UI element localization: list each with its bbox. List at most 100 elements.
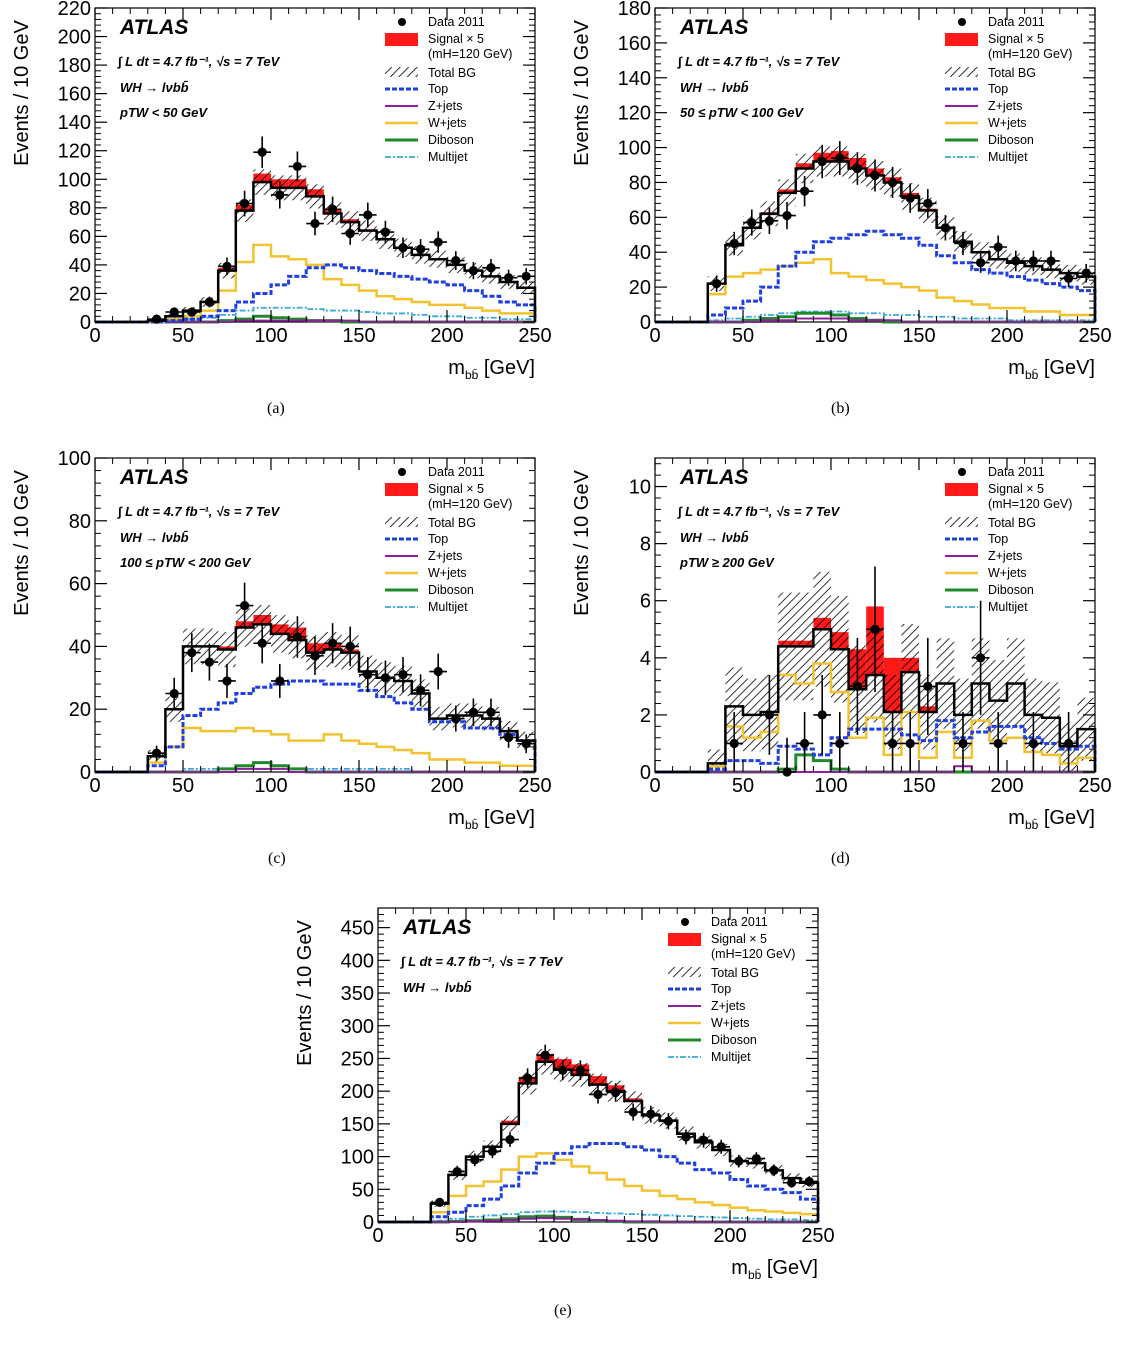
data-point (363, 210, 373, 220)
atlas-label: ATLAS (679, 466, 748, 489)
data-point (1081, 268, 1091, 278)
legend-label-zjets: Z+jets (428, 99, 462, 113)
data-point (611, 1087, 621, 1098)
channel-label: WH → lνbb̄ (680, 80, 749, 95)
legend-label-signal-mass: (mH=120 GeV) (711, 947, 795, 961)
data-point (1064, 738, 1074, 749)
data-point (487, 1146, 497, 1156)
data-point (593, 1089, 603, 1100)
data-point (505, 1134, 515, 1145)
caption-a: (a) (267, 400, 285, 417)
y-axis-title: Events / 10 GeV (571, 470, 593, 616)
data-point (751, 1153, 761, 1164)
y-tick-label: 80 (69, 198, 91, 220)
legend-label-multijet: Multijet (428, 150, 468, 164)
data-point (310, 651, 320, 661)
legend-label-data: Data 2011 (711, 915, 768, 929)
legend-label-signal: Signal × 5 (711, 932, 767, 946)
x-tick-label: 50 (732, 775, 754, 797)
top-line (95, 679, 537, 774)
plot-frame (654, 7, 1096, 323)
legend: Data 2011 Signal × 5(mH=120 GeV) Total BG T… (385, 465, 512, 614)
y-tick-label: 40 (629, 242, 651, 264)
data-point (222, 261, 232, 271)
chart-b: 0 50 100 150 200 250 0 20 40 60 80 100 120 140 160 180 E… (571, 0, 1112, 382)
data-point (310, 218, 320, 229)
channel-label: WH → lνbb̄ (403, 980, 472, 995)
x-tick-label: 0 (89, 775, 100, 797)
y-tick-label: 60 (69, 574, 91, 596)
data-point (923, 681, 933, 691)
data-point (888, 177, 898, 188)
legend-label-multijet: Multijet (988, 150, 1028, 164)
data-point (398, 670, 408, 680)
luminosity-label: ∫ L dt = 4.7 fb⁻¹, √s = 7 TeV (677, 54, 841, 69)
data-point (716, 1142, 726, 1152)
panel-c: 0 50 100 150 200 250 0 20 40 60 80 100 Events / 10 G… (0, 448, 560, 900)
data-point (433, 237, 443, 247)
legend-label-wjets: W+jets (988, 116, 1027, 130)
data-point (275, 676, 285, 686)
data-point (976, 258, 986, 268)
x-tick-label: 250 (1078, 775, 1111, 797)
y-tick-label: 20 (69, 283, 91, 305)
data-point (222, 676, 232, 686)
y-axis-title: Events / 10 GeV (294, 920, 316, 1066)
top-line (655, 719, 1097, 774)
data-point (782, 767, 792, 777)
data-point (558, 1065, 568, 1075)
channel-label: WH → lνbb̄ (120, 80, 189, 95)
y-tick-label: 100 (618, 138, 651, 160)
legend-signal-swatch (385, 483, 418, 496)
wjets-line (655, 257, 1097, 324)
caption-b: (b) (831, 400, 850, 417)
legend-data-marker (398, 18, 406, 26)
legend-totalbg-swatch (385, 67, 418, 77)
total-bg-line (378, 1060, 820, 1224)
y-tick-label: 120 (618, 103, 651, 125)
y-tick-label: 40 (69, 636, 91, 658)
data-point (1028, 738, 1038, 749)
y-tick-label: 80 (69, 511, 91, 533)
legend-label-signal: Signal × 5 (988, 482, 1044, 496)
luminosity-label: ∫ L dt = 4.7 fb⁻¹, √s = 7 TeV (400, 954, 564, 969)
legend-label-top: Top (988, 82, 1008, 96)
data-point (380, 227, 390, 237)
x-tick-label: 150 (342, 775, 375, 797)
legend-label-data: Data 2011 (988, 15, 1045, 29)
data-point (204, 657, 214, 667)
y-tick-label: 180 (618, 0, 651, 20)
y-tick-label: 80 (629, 172, 651, 194)
data-point (169, 688, 179, 699)
x-tick-label: 200 (990, 325, 1023, 347)
legend-signal-swatch (945, 33, 978, 46)
data-point (905, 193, 915, 203)
data-point (646, 1109, 656, 1119)
wjets-line (655, 662, 1097, 774)
x-tick-label: 100 (537, 1225, 570, 1247)
data-point (747, 217, 757, 228)
data-point (976, 653, 986, 663)
legend-label-diboson: Diboson (988, 583, 1034, 597)
legend-totalbg-swatch (385, 517, 418, 527)
data-point (699, 1135, 709, 1145)
y-tick-label: 20 (69, 699, 91, 721)
legend-label-top: Top (711, 982, 731, 996)
data-point (435, 1197, 445, 1207)
legend-label-zjets: Z+jets (428, 549, 462, 563)
legend-label-data: Data 2011 (428, 465, 485, 479)
data-point (433, 666, 443, 677)
x-tick-label: 0 (649, 775, 660, 797)
data-point (292, 161, 302, 172)
caption-d: (d) (831, 850, 850, 867)
legend-data-marker (958, 468, 966, 476)
x-tick-label: 0 (649, 325, 660, 347)
y-tick-label: 300 (341, 1016, 374, 1038)
region-label: 50 ≤ pTW < 100 GeV (680, 105, 804, 120)
luminosity-label: ∫ L dt = 4.7 fb⁻¹, √s = 7 TeV (117, 54, 281, 69)
y-tick-label: 180 (58, 55, 91, 77)
x-tick-label: 100 (814, 325, 847, 347)
legend-label-totalbg: Total BG (428, 66, 476, 80)
legend-label-multijet: Multijet (428, 600, 468, 614)
data-point (504, 732, 514, 743)
